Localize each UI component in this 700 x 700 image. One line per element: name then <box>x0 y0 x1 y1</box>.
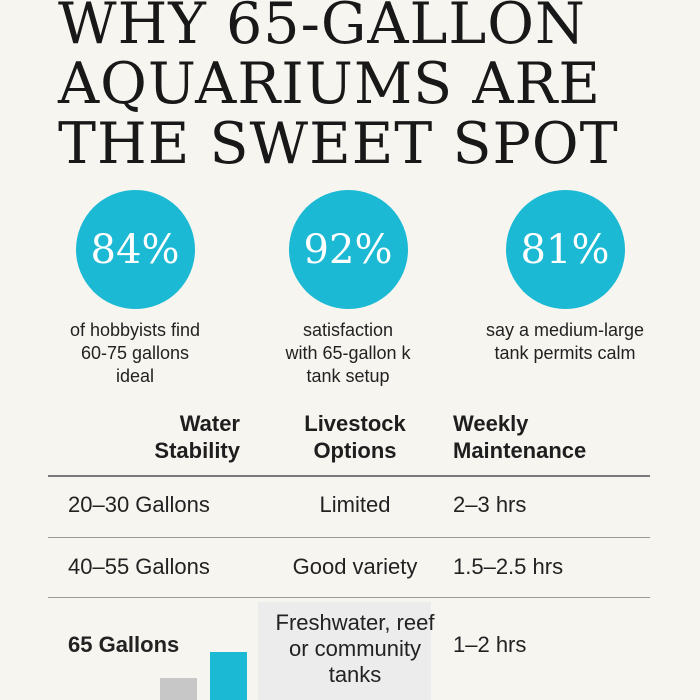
table-divider <box>48 475 650 477</box>
stat-caption: of hobbyists find 60-75 gallons ideal <box>30 319 240 388</box>
stat-caption: satisfaction with 65-gallon k tank setup <box>243 319 453 388</box>
table-divider <box>48 597 650 598</box>
table-cell: Freshwater, reef or community tanks <box>270 610 440 688</box>
table-cell: Limited <box>319 492 391 517</box>
highlight-cell-background <box>258 602 431 700</box>
caption-line: ideal <box>115 366 155 386</box>
title-line-3: THE SWEET SPOT <box>58 111 619 177</box>
stat-circle: 84% <box>75 190 195 309</box>
header-livestock-options: Livestock Options <box>270 410 440 464</box>
title-line-1: WHY 65-GALLON <box>58 0 586 57</box>
decorative-bar-gray <box>160 678 197 700</box>
decorative-bar-blue <box>210 652 247 700</box>
caption-line: tank permits calm <box>494 343 636 363</box>
header-line: Water <box>179 411 240 436</box>
title-line-2: AQUARIUMS ARE <box>58 51 602 117</box>
table-divider <box>48 537 650 538</box>
caption-line: say a medium-large <box>485 320 645 340</box>
stat-circle: 81% <box>505 190 625 309</box>
header-line: Livestock <box>304 411 406 436</box>
stat-calm-tank: 81% say a medium-large tank permits calm <box>460 190 670 365</box>
cell-line: or community <box>288 636 422 661</box>
table-cell: Good variety <box>292 554 418 579</box>
cell-line: tanks <box>328 662 382 687</box>
caption-line: of hobbyists find <box>69 320 201 340</box>
stat-hobbyists: 84% of hobbyists find 60-75 gallons idea… <box>30 190 240 388</box>
caption-line: with 65-gallon k <box>285 343 411 363</box>
table-cell: 40–55 Gallons <box>68 554 210 579</box>
header-line: Stability <box>154 438 240 463</box>
cell-line: Freshwater, reef <box>275 610 435 635</box>
page-title: WHY 65-GALLON AQUARIUMS ARE THE SWEET SP… <box>58 0 698 174</box>
table-cell-highlighted: 65 Gallons <box>68 632 180 657</box>
header-line: Weekly <box>453 411 529 436</box>
stat-satisfaction: 92% satisfaction with 65-gallon k tank s… <box>243 190 453 388</box>
stat-circle: 92% <box>288 190 408 309</box>
stat-caption: say a medium-large tank permits calm <box>460 319 670 365</box>
table-cell: 1–2 hrs <box>453 632 527 657</box>
table-cell: 1.5–2.5 hrs <box>453 554 564 579</box>
caption-line: satisfaction <box>302 320 394 340</box>
caption-line: 60-75 gallons <box>80 343 190 363</box>
header-line: Maintenance <box>453 438 587 463</box>
header-weekly-maintenance: Weekly Maintenance <box>453 410 653 464</box>
caption-line: tank setup <box>306 366 390 386</box>
header-water-stability: Water Stability <box>95 410 240 464</box>
table-cell: 20–30 Gallons <box>68 492 210 517</box>
header-line: Options <box>313 438 397 463</box>
table-cell: 2–3 hrs <box>453 492 527 517</box>
